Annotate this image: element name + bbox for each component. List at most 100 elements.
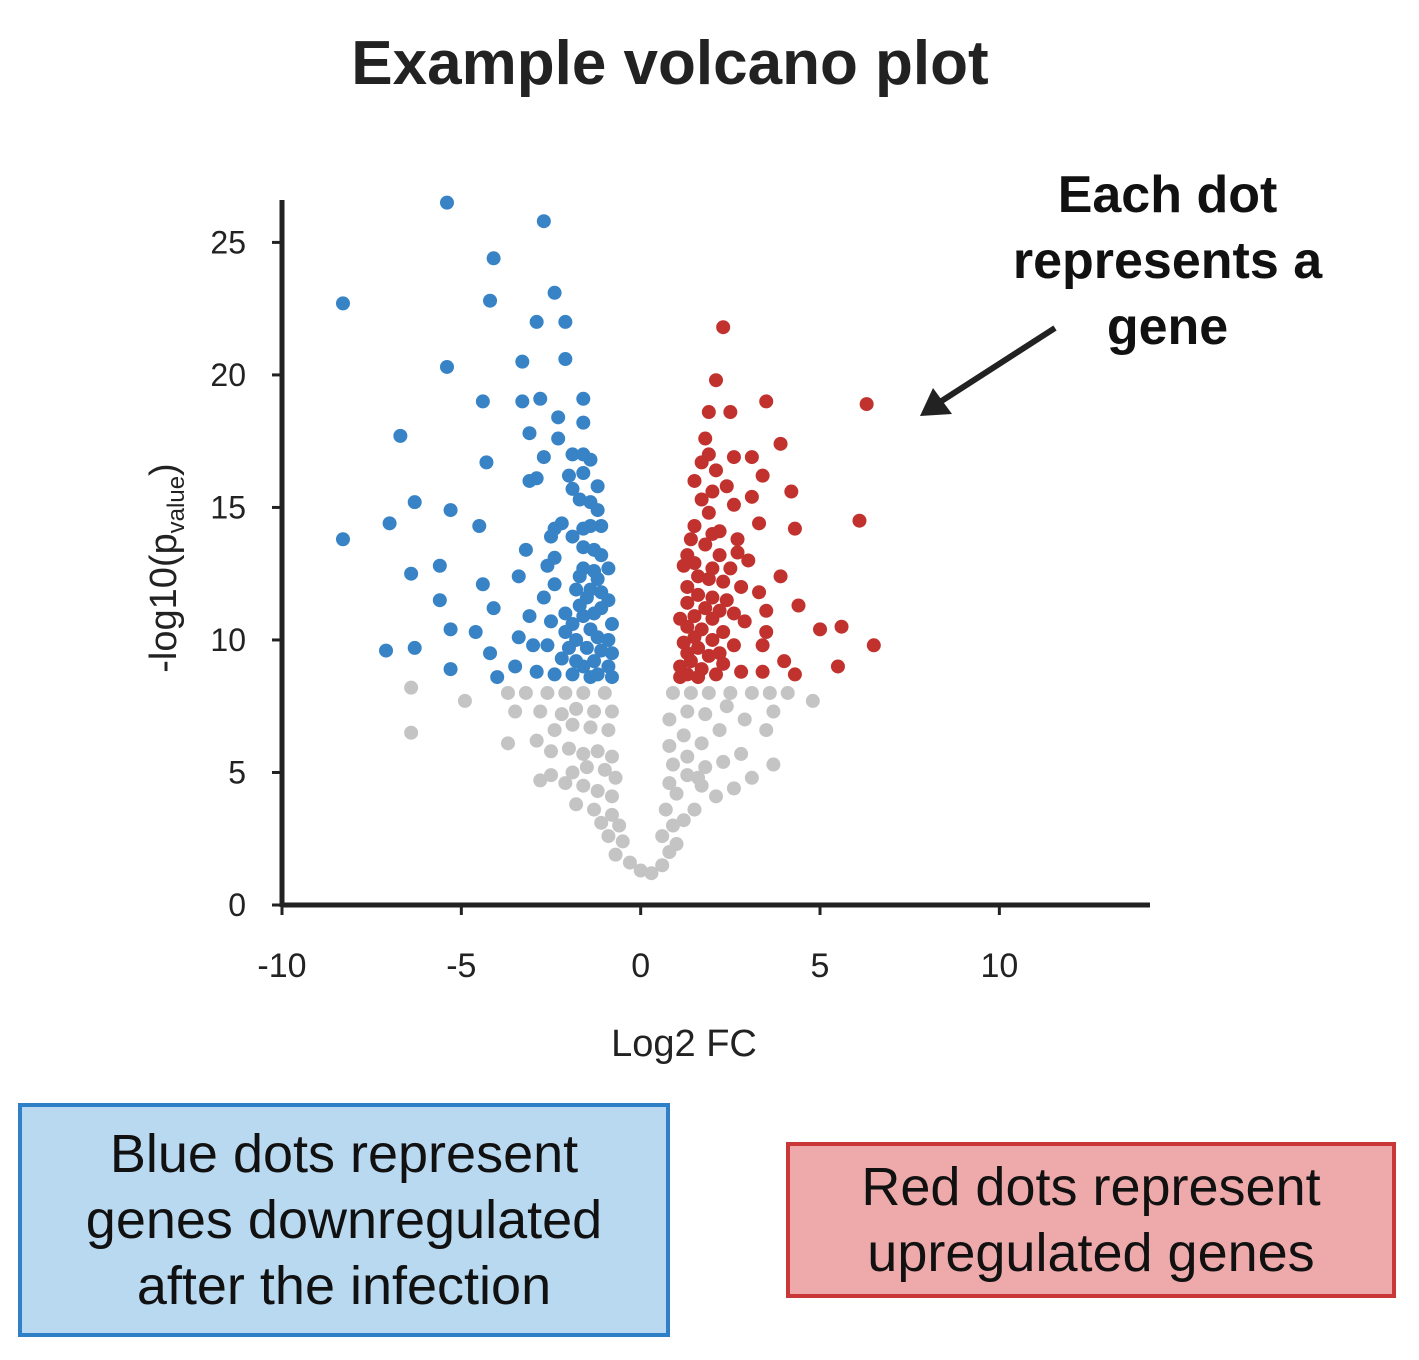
downregulated-point — [393, 428, 408, 443]
nonsignificant-point — [587, 704, 602, 719]
nonsignificant-point — [655, 858, 670, 873]
downregulated-point — [508, 659, 523, 674]
downregulated-point — [558, 314, 573, 329]
nonsignificant-point — [669, 837, 684, 852]
nonsignificant-point — [612, 818, 627, 833]
downregulated-point — [572, 569, 587, 584]
upregulated-point — [701, 648, 716, 663]
downregulated-point — [576, 659, 591, 674]
downregulated-point — [565, 481, 580, 496]
downregulated-point — [561, 640, 576, 655]
note-line: upregulated genes — [867, 1223, 1315, 1283]
nonsignificant-point — [658, 802, 673, 817]
volcano-plot: -10 -5 0 5 10 0 5 10 15 20 25 Log2 FC -log10(pvalue) — [143, 195, 1150, 1065]
nonsignificant-point — [780, 685, 795, 700]
x-tick-label: -5 — [446, 947, 476, 985]
downregulated-point — [468, 625, 483, 640]
downregulated-point — [475, 394, 490, 409]
nonsignificant-point — [597, 685, 612, 700]
upregulated-point — [701, 505, 716, 520]
upregulated-point — [687, 556, 702, 571]
nonsignificant-point — [540, 685, 555, 700]
downregulated-point — [536, 214, 551, 229]
nonsignificant-point — [676, 728, 691, 743]
x-tick-label: 10 — [980, 947, 1018, 985]
upregulated-point — [716, 625, 731, 640]
downregulated-point — [576, 465, 591, 480]
nonsignificant-point — [604, 789, 619, 804]
downregulated-point — [529, 664, 544, 679]
points-layer — [335, 195, 881, 881]
upregulated-point — [723, 561, 738, 576]
nonsignificant-point — [604, 807, 619, 822]
nonsignificant-point — [633, 863, 648, 878]
downregulated-point — [558, 352, 573, 367]
downregulated-point — [587, 606, 602, 621]
downregulated-point — [576, 391, 591, 406]
nonsignificant-point — [680, 704, 695, 719]
upregulated-point — [773, 569, 788, 584]
nonsignificant-point — [608, 847, 623, 862]
upregulated-point — [687, 609, 702, 624]
downregulated-point — [572, 598, 587, 613]
downregulated-point — [533, 391, 548, 406]
upregulated-point — [687, 630, 702, 645]
upregulated-point — [734, 579, 749, 594]
nonsignificant-point — [590, 744, 605, 759]
upregulated-point — [709, 463, 723, 478]
chart-title: Example volcano plot — [351, 29, 989, 98]
upregulated-point — [813, 622, 828, 637]
upregulated-point — [691, 569, 706, 584]
downregulated-point — [486, 251, 501, 266]
upregulated-point — [691, 640, 706, 655]
nonsignificant-point — [500, 736, 515, 751]
downregulated-point — [590, 572, 605, 587]
upregulated-point — [683, 654, 698, 669]
x-tick-label: 0 — [631, 947, 650, 985]
nonsignificant-point — [576, 685, 591, 700]
upregulated-point — [719, 593, 734, 608]
downregulated-point — [604, 617, 619, 632]
nonsignificant-point — [766, 704, 781, 719]
nonsignificant-point — [665, 818, 680, 833]
downregulated-point — [536, 590, 551, 605]
upregulated-point — [698, 431, 713, 446]
downregulated-point — [479, 455, 494, 470]
upregulated-point — [723, 405, 738, 420]
nonsignificant-point — [579, 760, 594, 775]
annotation-line: represents a — [1012, 232, 1323, 290]
upregulated-point — [759, 625, 774, 640]
upregulated-point — [676, 558, 691, 573]
nonsignificant-point — [529, 733, 544, 748]
downregulated-point — [558, 625, 573, 640]
downregulated-point — [590, 630, 605, 645]
downregulated-note: Blue dots represent genes downregulated … — [18, 1103, 670, 1337]
upregulated-point — [705, 632, 720, 647]
downregulated-point — [511, 569, 526, 584]
nonsignificant-point — [669, 786, 684, 801]
upregulated-point — [673, 670, 688, 685]
upregulated-point — [726, 638, 741, 653]
upregulated-point — [726, 450, 741, 465]
upregulated-point — [791, 598, 806, 613]
nonsignificant-point — [604, 749, 619, 764]
downregulated-point — [486, 601, 501, 616]
nonsignificant-point — [701, 685, 716, 700]
downregulated-point — [379, 643, 394, 658]
nonsignificant-point — [622, 855, 637, 870]
upregulated-point — [687, 518, 702, 533]
downregulated-point — [547, 285, 562, 300]
upregulated-point — [705, 484, 720, 499]
downregulated-point — [475, 577, 490, 592]
downregulated-point — [490, 670, 505, 685]
downregulated-point — [604, 646, 619, 661]
note-line: Blue dots represent — [109, 1124, 579, 1184]
nonsignificant-point — [676, 813, 691, 828]
upregulated-point — [866, 638, 881, 653]
nonsignificant-point — [665, 757, 680, 772]
downregulated-point — [518, 542, 533, 557]
upregulated-point — [737, 614, 752, 629]
nonsignificant-point — [601, 723, 616, 738]
nonsignificant-point — [565, 717, 580, 732]
upregulated-point — [744, 489, 759, 504]
